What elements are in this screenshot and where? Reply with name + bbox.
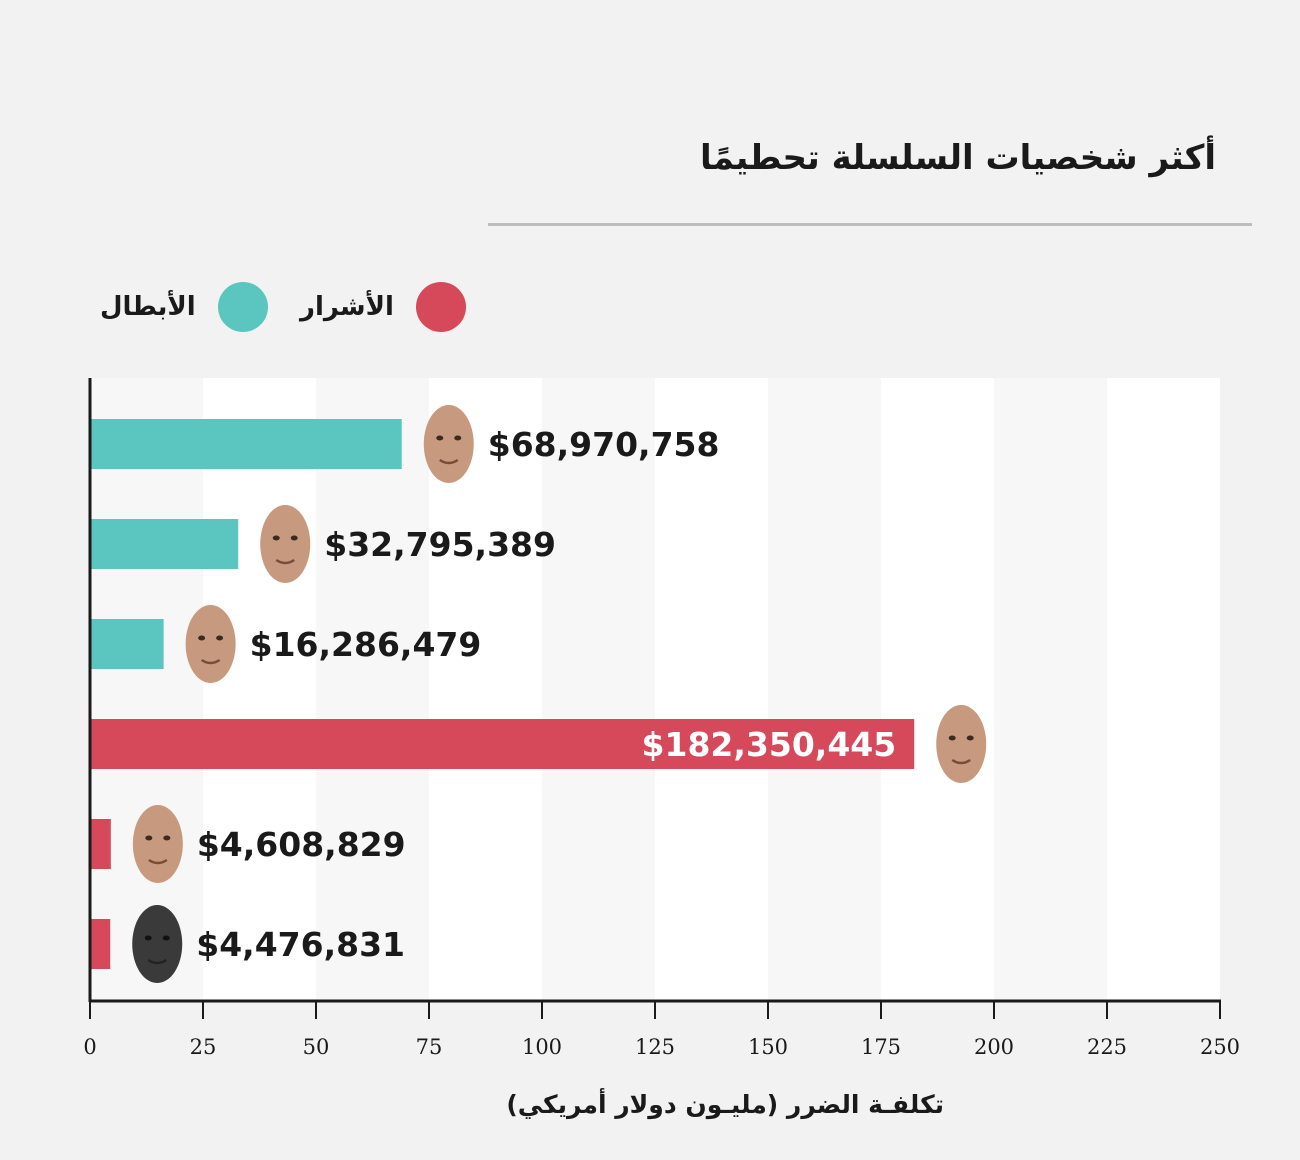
face-eye — [948, 735, 956, 741]
face-eye — [144, 935, 152, 941]
plot-band — [1107, 378, 1220, 1001]
legend-swatch-heroes — [217, 282, 268, 332]
x-tick-label: 25 — [190, 1035, 217, 1059]
x-axis-label: تكلفـة الضرر (مليـون دولار أمريكي) — [506, 1090, 944, 1119]
bar-villains — [90, 719, 915, 769]
face-mouth — [147, 958, 167, 965]
x-tick-label: 250 — [1200, 1035, 1240, 1059]
bald-bearded-man-face-icon — [260, 505, 311, 583]
x-tick-label: 150 — [748, 1035, 788, 1059]
face-eye — [216, 635, 224, 641]
bar-value-label: $32,795,389 — [324, 525, 556, 564]
face-eye — [290, 535, 298, 541]
man-with-sunglasses-face-icon — [132, 905, 183, 983]
bar-value-label: $4,608,829 — [197, 825, 406, 864]
face-shape — [132, 905, 183, 983]
plot-band — [316, 378, 429, 1001]
legend-label-villains: الأشرار — [300, 292, 394, 322]
face-mouth — [200, 658, 221, 665]
plot-band — [90, 378, 203, 1001]
bar-value-label: $182,350,445 — [642, 725, 897, 764]
plot-band — [203, 378, 316, 1001]
face-mouth — [439, 458, 459, 465]
face-shape — [936, 705, 987, 783]
bar-villains — [90, 819, 111, 869]
x-tick-label: 50 — [303, 1035, 330, 1059]
laughing-bald-man-face-icon — [936, 705, 987, 783]
plot-band — [768, 378, 881, 1001]
bar-heroes — [90, 419, 402, 469]
face-shape — [185, 605, 236, 683]
x-tick-label: 0 — [83, 1035, 96, 1059]
young-man-face-icon — [185, 605, 236, 683]
bar-value-label: $16,286,479 — [250, 625, 482, 664]
bar-value-label: $68,970,758 — [488, 425, 720, 464]
bar-value-label: $4,476,831 — [196, 925, 405, 964]
plot-band — [542, 378, 655, 1001]
x-tick-label: 75 — [416, 1035, 443, 1059]
bar-heroes — [90, 519, 239, 569]
face-mouth — [148, 858, 168, 865]
legend-label-heroes: الأبطال — [100, 292, 196, 322]
face-mouth — [275, 558, 295, 565]
face-eye — [436, 435, 444, 441]
face-eye — [163, 835, 171, 841]
face-eye — [198, 635, 206, 641]
face-shape — [132, 805, 183, 883]
plot-band — [994, 378, 1107, 1001]
face-mouth — [951, 758, 971, 765]
bar-heroes — [90, 619, 164, 669]
face-shape — [423, 405, 474, 483]
legend-item-villains: الأشرار — [300, 282, 466, 332]
face-eye — [454, 435, 462, 441]
title-divider — [488, 223, 1252, 226]
x-tick-label: 125 — [635, 1035, 675, 1059]
legend-swatch-villains — [415, 282, 466, 332]
x-tick-label: 225 — [1087, 1035, 1127, 1059]
plot-band — [881, 378, 994, 1001]
face-eye — [966, 735, 974, 741]
chart-title: أكثر شخصيات السلسلة تحطيمًا — [699, 138, 1216, 178]
dark-haired-man-face-icon — [132, 805, 183, 883]
bald-man-face-icon — [423, 405, 474, 483]
plot-band — [655, 378, 768, 1001]
x-tick-label: 100 — [522, 1035, 562, 1059]
x-tick-label: 175 — [861, 1035, 901, 1059]
face-eye — [145, 835, 153, 841]
face-shape — [260, 505, 311, 583]
x-tick-label: 200 — [974, 1035, 1014, 1059]
legend-item-heroes: الأبطال — [100, 282, 268, 332]
face-eye — [162, 935, 170, 941]
face-eye — [272, 535, 280, 541]
bar-villains — [90, 919, 111, 969]
